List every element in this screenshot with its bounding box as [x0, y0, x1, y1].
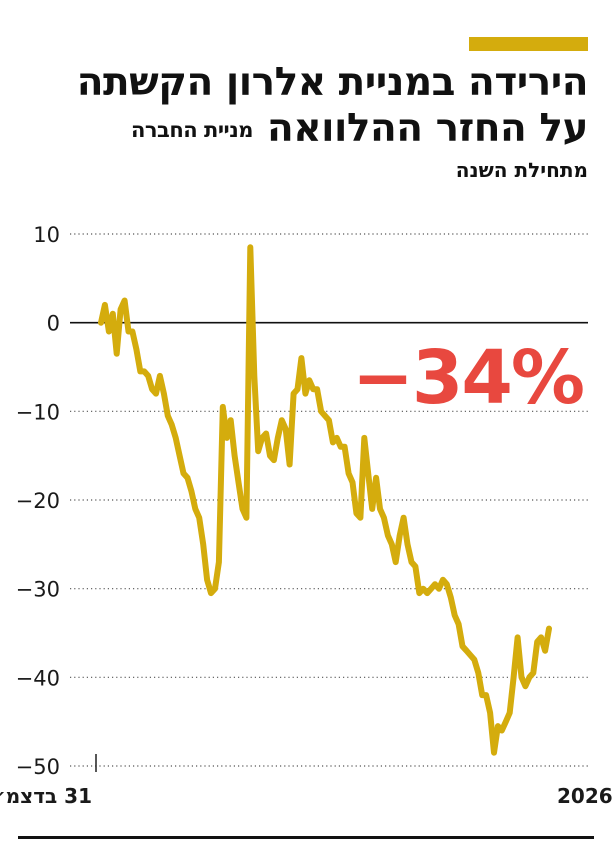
- y-tick-label: 10: [33, 223, 60, 247]
- change-annotation: −34%: [352, 335, 583, 421]
- title-line-1: הירידה במניית אלרון הקשתה: [76, 60, 589, 105]
- chart-subtitle: מניית החברה: [130, 118, 253, 142]
- title-line-2-text: על החזר ההלוואה: [266, 106, 589, 151]
- x-tick-label: 29 באוג׳ 2026: [557, 784, 612, 808]
- y-tick-label: −30: [16, 578, 60, 602]
- x-axis: 31 בדצמ׳ 2025 29 באוג׳ 2026: [0, 754, 612, 808]
- chart-title: הירידה במניית אלרון הקשתה על החזר ההלווא…: [8, 60, 589, 153]
- accent-bar: [469, 37, 588, 51]
- y-tick-label: −10: [16, 400, 60, 424]
- y-tick-label: −40: [16, 666, 60, 690]
- gridlines: [70, 233, 588, 767]
- y-tick-label: −20: [16, 489, 60, 513]
- title-line-2: על החזר ההלוואה מניית החברה: [8, 106, 589, 153]
- y-tick-label: 0: [47, 312, 60, 336]
- series-line: [98, 244, 552, 756]
- y-axis-label: מתחילת השנה: [455, 158, 588, 182]
- x-tick-label: 31 בדצמ׳ 2025: [0, 784, 92, 808]
- y-tick-label: −50: [16, 755, 60, 779]
- y-tick-labels: 10 0 −10 −20 −30 −40 −50: [16, 223, 60, 779]
- bottom-rule: [18, 836, 594, 839]
